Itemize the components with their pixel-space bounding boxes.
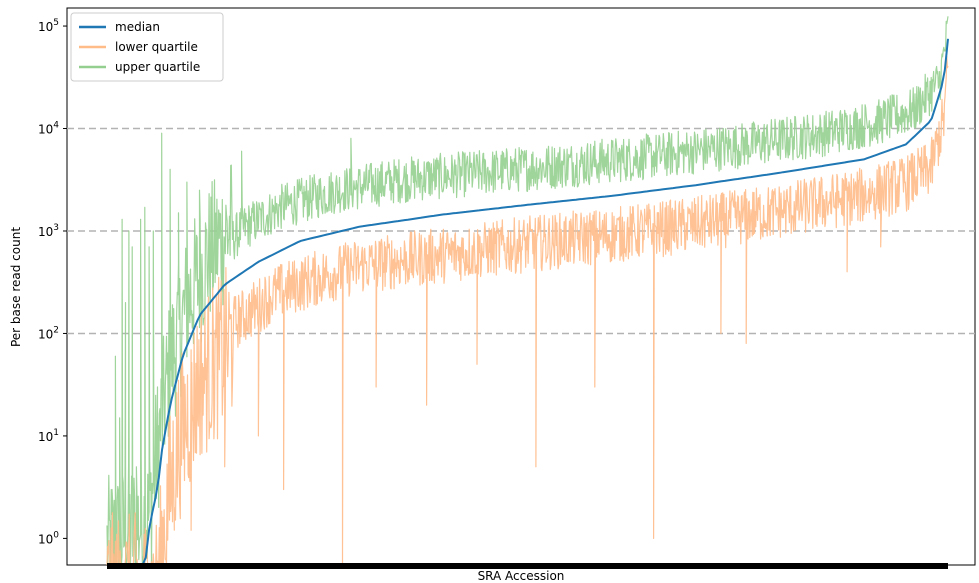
- y-tick-label: 104: [38, 121, 59, 137]
- y-tick-label: 100: [38, 530, 59, 546]
- gridlines: [67, 127, 975, 335]
- legend-box: [70, 12, 224, 82]
- y-tick-label: 105: [38, 18, 59, 34]
- legend: median lower quartile upper quartile: [70, 12, 224, 82]
- legend-label-upper-quartile: upper quartile: [115, 60, 200, 74]
- y-tick-label: 103: [38, 223, 59, 239]
- y-tick-label: 102: [38, 325, 59, 341]
- plot-frame: [66, 7, 976, 566]
- y-axis-label: Per base read count: [9, 227, 23, 347]
- x-axis-label: SRA Accession: [478, 569, 565, 583]
- series-layer: [106, 16, 949, 566]
- x-axis-tick-band: [107, 563, 948, 569]
- series-line-lower-quartile: [106, 55, 949, 566]
- legend-label-lower-quartile: lower quartile: [115, 40, 198, 54]
- series-line-median: [107, 38, 949, 566]
- series-line-upper-quartile: [106, 16, 949, 566]
- y-tick-label: 101: [38, 428, 59, 444]
- legend-label-median: median: [115, 20, 160, 34]
- y-axis-ticks: 100 101 102 103 104 105: [38, 18, 67, 546]
